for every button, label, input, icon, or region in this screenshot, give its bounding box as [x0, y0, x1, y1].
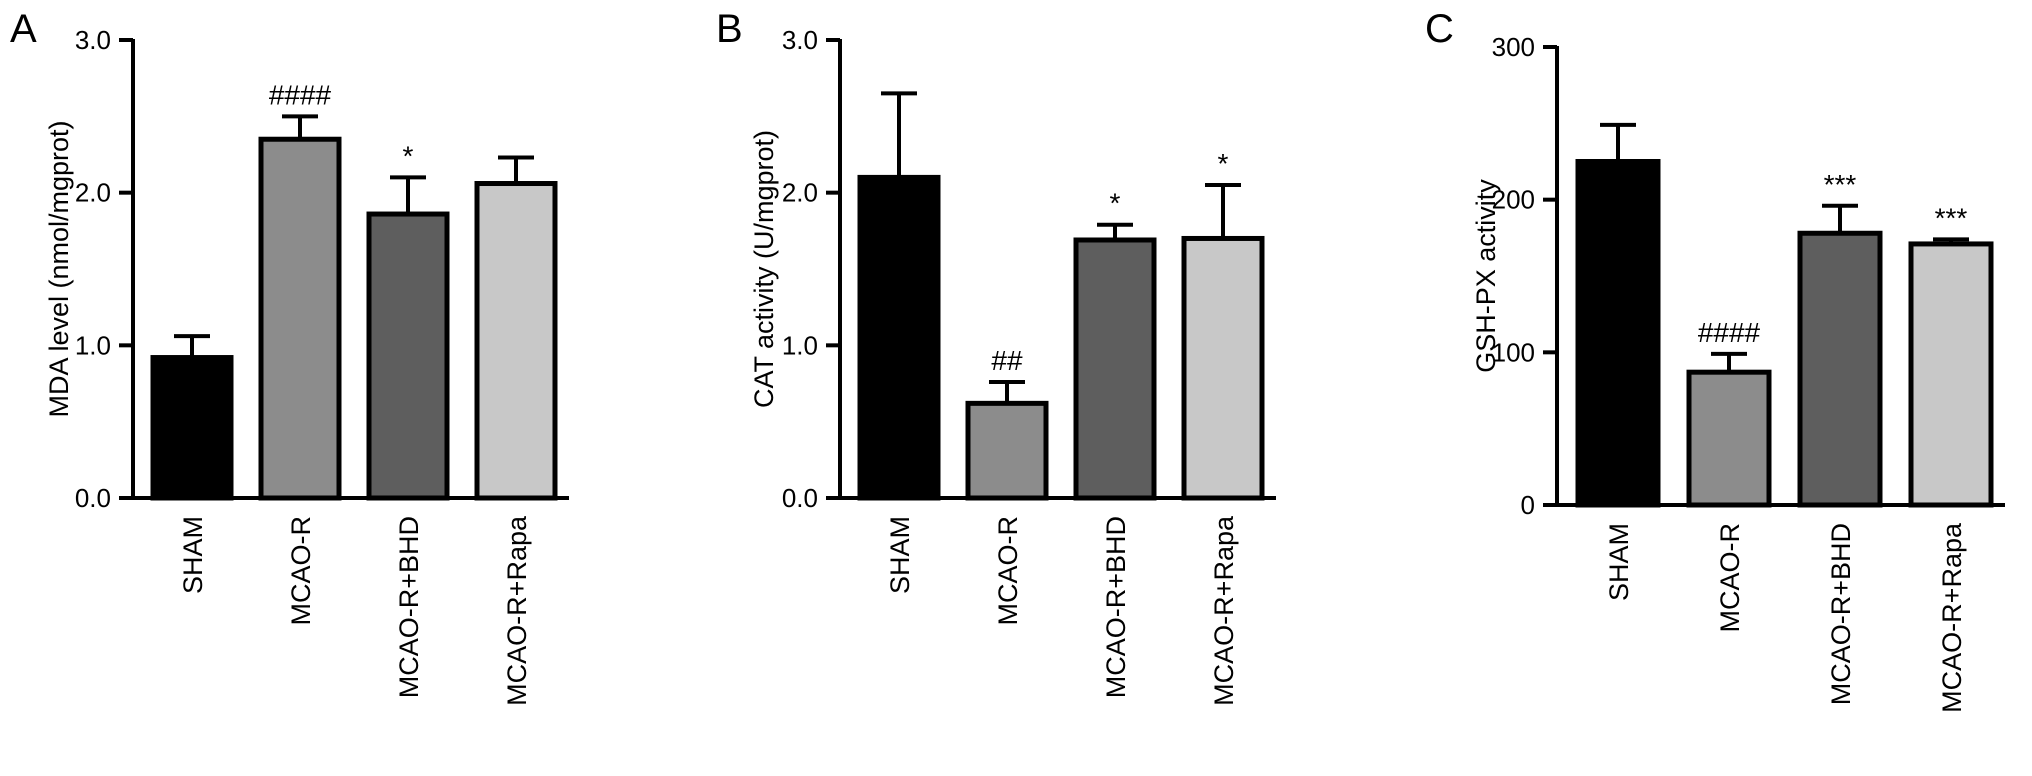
- x-category-label: MCAO-R+Rapa: [1937, 522, 1967, 713]
- y-axis-title: MDA level (nmol/mgprot): [44, 120, 74, 417]
- bar-sham: [150, 355, 234, 501]
- chart-panel-a: A 0.0 1.0 2.0 3.0 MDA level (nmol/mgprot) SHAM…: [10, 7, 569, 706]
- significance-label: ***: [1824, 169, 1857, 200]
- bar-mcao-r: [1686, 369, 1772, 508]
- x-category-label: MCAO-R+BHD: [1101, 516, 1131, 698]
- significance-label: *: [403, 140, 414, 171]
- y-tick-label: 2.0: [782, 178, 818, 208]
- significance-label: ##: [991, 345, 1023, 376]
- y-tick-label: 0.0: [782, 483, 818, 513]
- x-category-label: MCAO-R+Rapa: [502, 515, 532, 706]
- bar-mcao-r-bhd: [1073, 237, 1157, 501]
- bar-mcao-r: [965, 400, 1049, 501]
- significance-label: ####: [1698, 317, 1761, 348]
- y-tick-label: 2.0: [75, 178, 111, 208]
- y-axis-title: CAT activity (U/mgprot): [749, 130, 779, 408]
- y-tick-label: 1.0: [782, 330, 818, 360]
- chart-panel-b: B 0.0 1.0 2.0 3.0 CAT activity (U/mgprot) SHAM…: [716, 7, 1276, 706]
- significance-label: ***: [1935, 202, 1968, 233]
- significance-label: ####: [269, 79, 332, 110]
- bar-mcao-r-rapa: [474, 181, 558, 501]
- y-tick-label: 1.0: [75, 330, 111, 360]
- x-category-label: SHAM: [178, 516, 208, 594]
- bar-sham: [857, 174, 941, 501]
- y-tick-label: 3.0: [75, 25, 111, 55]
- y-tick-label: 100: [1492, 337, 1535, 367]
- x-category-label: MCAO-R: [993, 516, 1023, 626]
- y-axis-title: GSH-PX activity: [1471, 179, 1501, 373]
- x-category-label: MCAO-R: [286, 516, 316, 626]
- y-tick-label: 3.0: [782, 25, 818, 55]
- bar-sham: [1575, 159, 1661, 508]
- bar-mcao-r: [258, 136, 342, 501]
- significance-label: *: [1218, 148, 1229, 179]
- x-category-label: MCAO-R: [1715, 523, 1745, 633]
- x-category-label: MCAO-R+BHD: [394, 516, 424, 698]
- significance-label: *: [1110, 188, 1121, 219]
- x-category-label: SHAM: [1604, 523, 1634, 601]
- x-category-label: SHAM: [885, 516, 915, 594]
- bar-mcao-r-bhd: [366, 211, 450, 501]
- y-tick-label: 200: [1492, 185, 1535, 215]
- bar-mcao-r-rapa: [1181, 235, 1265, 501]
- panel-letter: B: [716, 7, 743, 51]
- y-tick-label: 0: [1521, 490, 1535, 520]
- chart-panel-c: C 0 100 200 300 GSH-PX activity SHAM #### MCAO-R…: [1425, 7, 2005, 713]
- x-category-label: MCAO-R+Rapa: [1209, 515, 1239, 706]
- panel-letter: C: [1425, 7, 1454, 51]
- panel-letter: A: [10, 7, 37, 51]
- x-category-label: MCAO-R+BHD: [1826, 523, 1856, 705]
- y-tick-label: 0.0: [75, 483, 111, 513]
- bar-mcao-r-bhd: [1797, 230, 1883, 508]
- bar-mcao-r-rapa: [1908, 241, 1994, 508]
- y-tick-label: 300: [1492, 32, 1535, 62]
